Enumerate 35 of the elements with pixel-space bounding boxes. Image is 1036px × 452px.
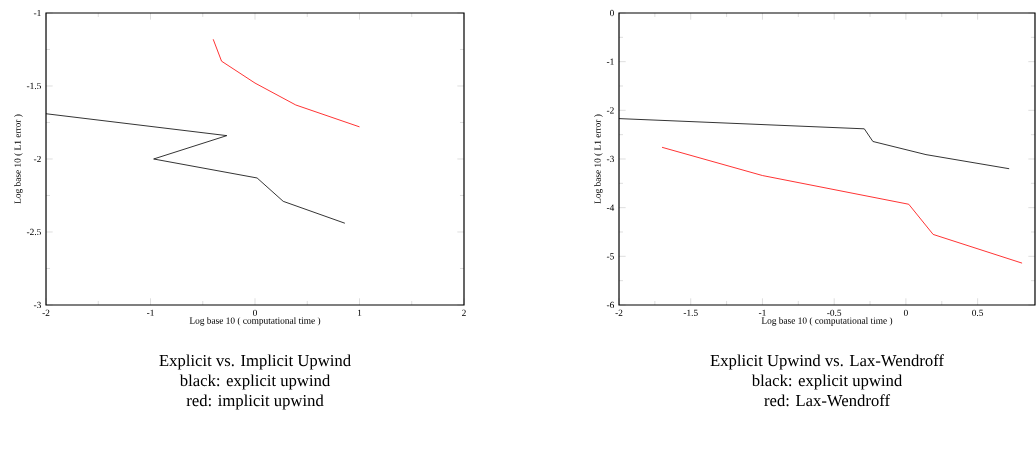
y-tick-label: -5 xyxy=(606,253,614,260)
y-tick-label: -2 xyxy=(33,155,41,163)
y-tick-label: -1 xyxy=(606,58,614,65)
x-tick-label: -1 xyxy=(758,309,766,316)
x-tick-label: -2 xyxy=(42,309,50,316)
text: red: implicit upwind xyxy=(186,394,324,410)
x-axis-title: Log base 10 ( computational time ) xyxy=(189,317,321,326)
y-tick-label: -1 xyxy=(33,9,41,17)
text: black: explicit upwind xyxy=(179,374,331,390)
x-tick-label: 0 xyxy=(903,309,908,316)
x-tick-label: 1 xyxy=(357,309,362,316)
line-series xyxy=(661,146,1023,264)
x-tick-label: -2 xyxy=(615,309,623,316)
x-tick-label: -1.5 xyxy=(683,309,698,316)
y-axis-title: Log base 10 ( L1 error ) xyxy=(14,114,23,204)
x-tick-label: -0.5 xyxy=(827,309,842,317)
y-tick-label: -6 xyxy=(606,301,615,309)
x-tick-label: 0 xyxy=(253,309,257,316)
x-tick-label: 0.5 xyxy=(972,309,984,317)
y-tick-label: 0 xyxy=(609,9,614,17)
x-tick-label: 2 xyxy=(462,309,466,316)
y-axis-title: Log base 10 ( L1 error ) xyxy=(594,114,603,204)
y-tick-label: -1.5 xyxy=(26,82,41,90)
text: red: Lax-Wendroff xyxy=(764,394,891,407)
y-tick-label: -3 xyxy=(606,155,614,163)
y-tick-label: -2 xyxy=(606,107,614,114)
text: Explicit vs. Implicit Upwind xyxy=(159,354,351,370)
line-series xyxy=(212,38,360,128)
text: Explicit Upwind vs. Lax-Wendroff xyxy=(710,354,944,370)
y-tick-label: -4 xyxy=(606,204,615,211)
y-tick-label: -3 xyxy=(33,301,41,309)
text: black: explicit upwind xyxy=(751,374,903,390)
y-tick-label: -2.5 xyxy=(26,228,41,236)
x-axis-title: Log base 10 ( computational time ) xyxy=(761,317,893,326)
x-tick-label: -1 xyxy=(146,309,154,316)
